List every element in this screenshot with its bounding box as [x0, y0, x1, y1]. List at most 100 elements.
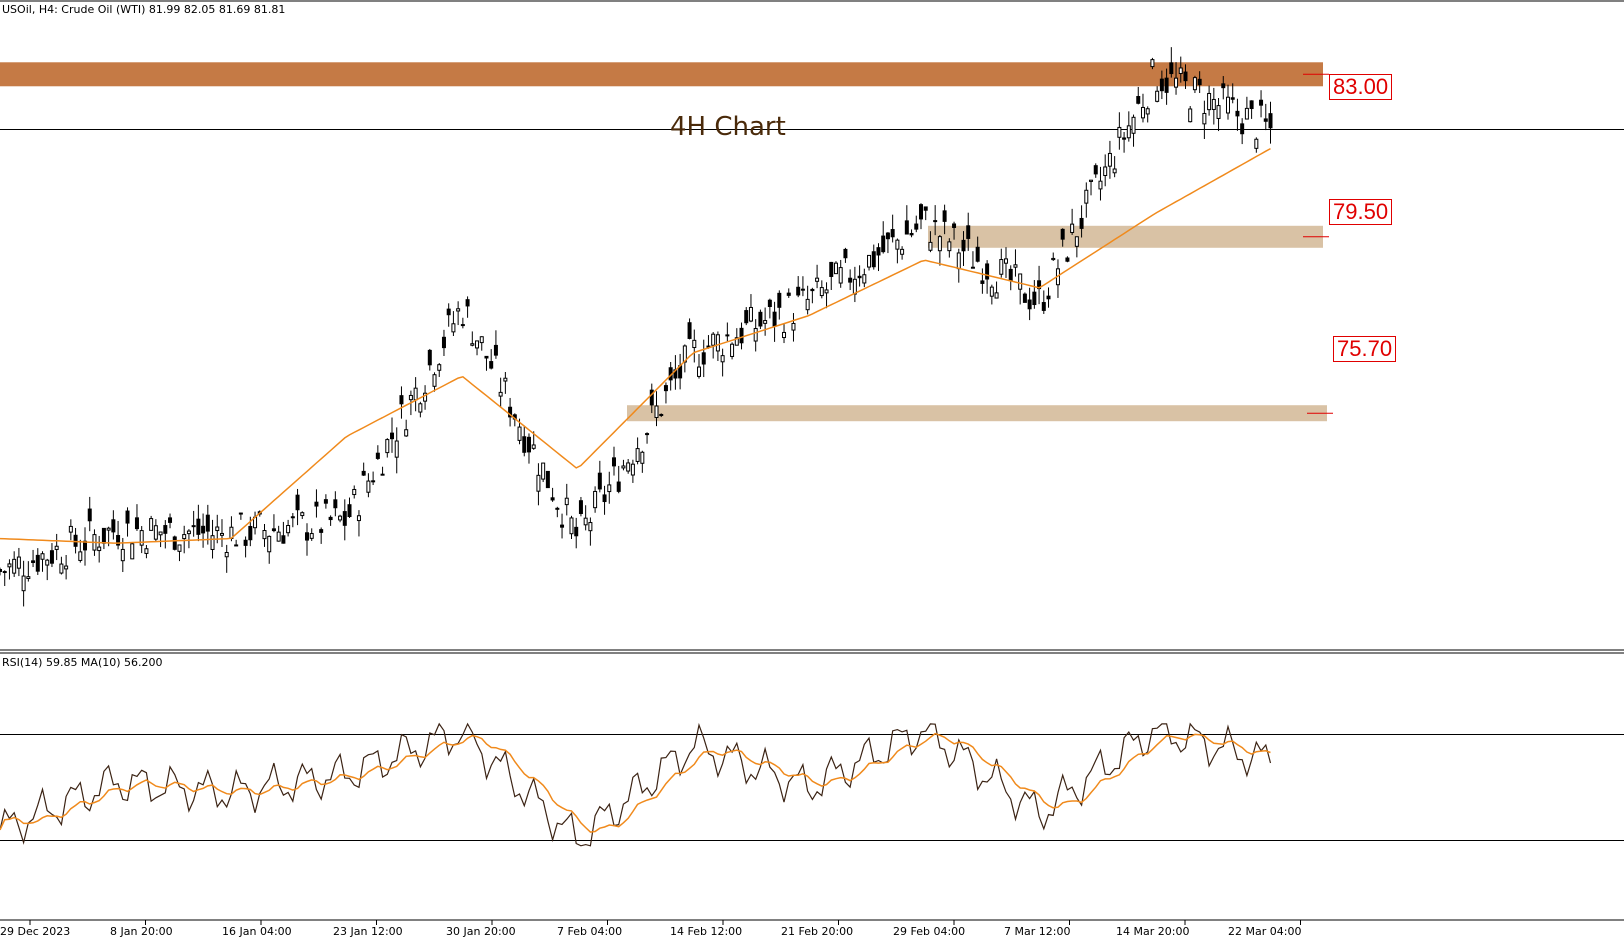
candle-body: [0, 568, 2, 572]
candle-body: [503, 377, 508, 382]
candle-body: [815, 277, 820, 282]
candle-body: [1122, 137, 1127, 140]
candle-body: [630, 463, 635, 476]
candle-body: [593, 490, 598, 509]
x-tick-label: 21 Feb 20:00: [781, 925, 854, 938]
x-tick-label: 8 Jan 20:00: [110, 925, 173, 938]
candle-body: [1230, 97, 1235, 100]
candle-body: [172, 536, 177, 550]
candle-body: [692, 339, 697, 349]
candle-body: [451, 323, 456, 333]
candle-body: [35, 554, 40, 572]
candle-body: [819, 287, 824, 297]
candlesticks: [0, 47, 1273, 607]
candle-body: [1140, 106, 1145, 119]
candle-body: [989, 286, 994, 297]
candle-body: [342, 511, 347, 526]
candle-body: [564, 497, 569, 506]
candle-body: [1216, 105, 1221, 119]
candle-body: [933, 220, 938, 223]
candle-body: [352, 488, 357, 496]
candle-body: [550, 497, 555, 501]
candle-body: [1188, 108, 1193, 123]
candle-body: [734, 337, 739, 346]
candle-body: [380, 473, 385, 476]
chart-watermark: 4H Chart: [670, 112, 786, 142]
candle-body: [489, 361, 494, 369]
candle-body: [730, 343, 735, 357]
candle-body: [522, 436, 527, 453]
candle-body: [848, 277, 853, 283]
candle-body: [777, 292, 782, 308]
candle-body: [1254, 138, 1259, 149]
x-tick-label: 14 Mar 20:00: [1116, 925, 1190, 938]
candle-body: [64, 565, 69, 570]
candle-body: [526, 436, 531, 453]
candle-body: [83, 540, 88, 551]
candle-body: [125, 510, 130, 524]
candle-body: [356, 515, 361, 522]
candle-body: [271, 528, 276, 532]
candle-body: [1169, 62, 1174, 75]
candle-body: [134, 517, 139, 530]
candle-body: [1027, 299, 1032, 310]
rsi-line: [0, 722, 1272, 847]
candle-body: [191, 525, 196, 528]
candle-body: [1084, 189, 1089, 204]
candle-body: [999, 259, 1004, 275]
candle-body: [881, 235, 886, 253]
rsi-header: RSI(14) 59.85 MA(10) 56.200: [2, 656, 163, 669]
candle-body: [300, 512, 305, 517]
candle-body: [744, 310, 749, 324]
candle-body: [611, 457, 616, 467]
candle-body: [838, 267, 843, 284]
candle-body: [205, 514, 210, 532]
candle-body: [541, 462, 546, 480]
candle-body: [304, 532, 309, 541]
candle-body: [286, 525, 291, 534]
candle-body: [432, 374, 437, 387]
candle-body: [810, 288, 815, 292]
candle-body: [234, 544, 239, 547]
candle-body: [1164, 77, 1169, 93]
x-tick-label: 7 Mar 12:00: [1004, 925, 1071, 938]
candle-body: [885, 232, 890, 240]
candle-body: [1126, 125, 1131, 139]
candle-body: [829, 261, 834, 277]
candle-body: [267, 535, 272, 553]
candle-body: [404, 429, 409, 437]
candle-body: [371, 480, 376, 483]
candle-body: [1159, 78, 1164, 92]
candle-body: [1178, 67, 1183, 75]
candle-body: [106, 527, 111, 531]
candle-body: [49, 550, 54, 564]
candle-body: [994, 292, 999, 299]
candle-body: [574, 526, 579, 537]
candle-body: [663, 385, 668, 392]
candle-body: [1013, 264, 1018, 268]
candle-body: [201, 525, 206, 534]
candle-body: [215, 526, 220, 532]
level-label-79-50: 79.50: [1329, 199, 1393, 225]
candle-body: [87, 508, 92, 522]
candle-body: [1150, 59, 1155, 68]
candle-body: [833, 262, 838, 275]
candle-body: [867, 254, 872, 268]
candle-body: [1089, 179, 1094, 182]
level-label-75-70: 75.70: [1333, 336, 1397, 362]
candle-body: [1259, 99, 1264, 106]
candle-body: [238, 512, 243, 515]
candle-body: [1051, 257, 1056, 261]
candle-body: [720, 355, 725, 363]
candle-body: [460, 324, 465, 327]
candle-body: [966, 225, 971, 239]
candle-body: [493, 344, 498, 356]
candle-body: [248, 525, 253, 541]
candle-body: [456, 308, 461, 312]
candle-body: [2, 571, 7, 574]
candle-body: [1211, 98, 1216, 110]
candle-body: [937, 236, 942, 252]
candle-body: [607, 484, 612, 493]
candle-body: [479, 336, 484, 344]
